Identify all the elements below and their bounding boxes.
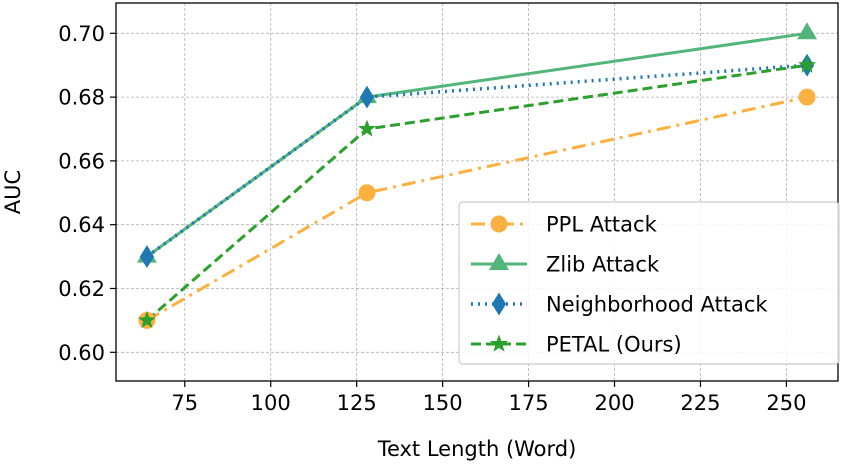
x-tick-label: 75 bbox=[171, 391, 198, 415]
x-tick-label: 175 bbox=[509, 391, 549, 415]
circle-marker bbox=[358, 184, 376, 202]
y-tick-label: 0.70 bbox=[58, 22, 105, 46]
x-tick-label: 200 bbox=[594, 391, 634, 415]
circle-marker bbox=[490, 215, 508, 233]
circle-marker bbox=[798, 88, 816, 106]
legend: PPL Attack Zlib Attack Neighborhood Attack… bbox=[458, 201, 840, 365]
diamond-marker bbox=[359, 85, 375, 109]
legend-label: Zlib Attack bbox=[546, 253, 660, 277]
y-tick-label: 0.64 bbox=[58, 213, 105, 237]
legend-frame bbox=[458, 201, 840, 365]
x-axis-label: Text Length (Word) bbox=[377, 437, 577, 461]
triangle-marker bbox=[797, 22, 818, 40]
star-marker bbox=[798, 55, 817, 73]
star-marker bbox=[357, 119, 376, 137]
legend-label: Neighborhood Attack bbox=[546, 293, 768, 317]
x-tick-label: 150 bbox=[423, 391, 463, 415]
x-tick-label: 225 bbox=[680, 391, 720, 415]
y-axis-label: AUC bbox=[1, 170, 25, 214]
y-tick-label: 0.66 bbox=[58, 149, 105, 173]
y-tick-label: 0.60 bbox=[58, 341, 105, 365]
star-marker bbox=[137, 310, 156, 329]
y-tick-label: 0.68 bbox=[58, 86, 105, 110]
x-tick-label: 250 bbox=[766, 391, 806, 415]
legend-label: PETAL (Ours) bbox=[546, 333, 682, 357]
x-tick-label: 125 bbox=[337, 391, 377, 415]
legend-label: PPL Attack bbox=[546, 213, 658, 237]
diamond-marker bbox=[139, 245, 155, 269]
data-markers bbox=[136, 22, 818, 329]
triangle-marker bbox=[489, 253, 509, 270]
y-tick-label: 0.62 bbox=[58, 277, 105, 301]
x-tick-label: 100 bbox=[251, 391, 291, 415]
diamond-marker bbox=[491, 292, 507, 316]
plot-frame bbox=[115, 2, 839, 382]
axis-ticks: 75 100 125 150 175 200 225 250 0.60 0.62 0.64 0.66 0… bbox=[58, 22, 806, 415]
star-marker bbox=[489, 334, 509, 352]
